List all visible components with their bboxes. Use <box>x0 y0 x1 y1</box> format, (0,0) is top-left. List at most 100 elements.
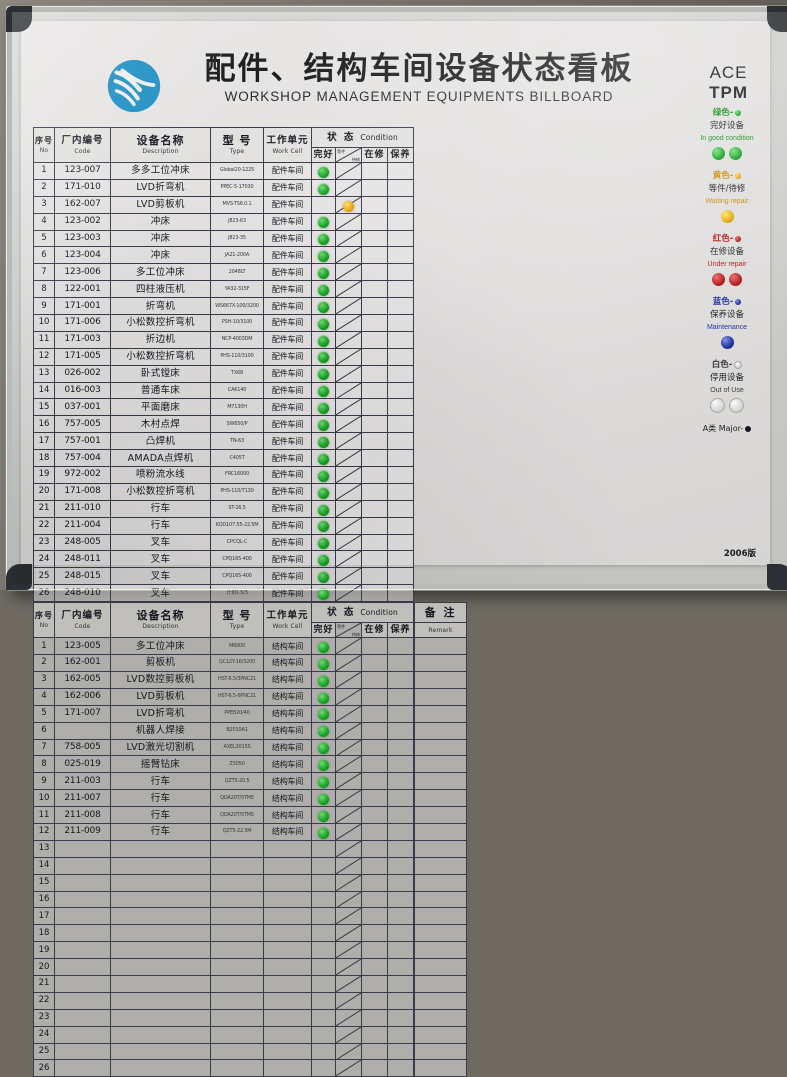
cell-code[interactable] <box>55 1060 111 1077</box>
cell-code[interactable]: 122-001 <box>55 281 111 298</box>
cell-maint[interactable] <box>388 179 414 196</box>
cell-workcell[interactable]: 结构车间 <box>264 722 312 739</box>
cell-repair[interactable] <box>362 483 388 500</box>
cell-wait[interactable] <box>336 705 362 722</box>
cell-repair[interactable] <box>362 281 388 298</box>
cell-description[interactable] <box>111 857 211 874</box>
cell-workcell[interactable]: 结构车间 <box>264 790 312 807</box>
cell-type[interactable]: PPEC-5-17030 <box>211 179 264 196</box>
cell-maint[interactable] <box>388 807 414 824</box>
cell-wait[interactable] <box>336 739 362 756</box>
cell-maint[interactable] <box>388 688 414 705</box>
cell-wait[interactable] <box>336 942 362 959</box>
cell-wait[interactable] <box>336 568 362 585</box>
cell-description[interactable]: 行车 <box>111 790 211 807</box>
table-row[interactable]: 18 <box>34 925 414 942</box>
cell-remark[interactable] <box>415 975 467 992</box>
cell-code[interactable] <box>55 1043 111 1060</box>
cell-remark[interactable] <box>415 807 467 824</box>
cell-workcell[interactable]: 配件车间 <box>264 264 312 281</box>
cell-description[interactable] <box>111 942 211 959</box>
cell-repair[interactable] <box>362 688 388 705</box>
cell-ok[interactable] <box>312 655 336 672</box>
cell-remark[interactable] <box>415 925 467 942</box>
remark-row[interactable] <box>415 874 467 891</box>
cell-type[interactable]: YA32-315F <box>211 281 264 298</box>
cell-code[interactable]: 123-007 <box>55 163 111 180</box>
cell-repair[interactable] <box>362 975 388 992</box>
cell-type[interactable]: TX68 <box>211 365 264 382</box>
cell-maint[interactable] <box>388 585 414 602</box>
cell-maint[interactable] <box>388 992 414 1009</box>
cell-ok[interactable] <box>312 247 336 264</box>
cell-type[interactable] <box>211 874 264 891</box>
cell-ok[interactable] <box>312 433 336 450</box>
remark-row[interactable] <box>415 840 467 857</box>
cell-type[interactable] <box>211 857 264 874</box>
cell-maint[interactable] <box>388 467 414 484</box>
cell-code[interactable]: 123-002 <box>55 213 111 230</box>
remark-row[interactable] <box>415 992 467 1009</box>
cell-type[interactable]: Z3050 <box>211 756 264 773</box>
cell-type[interactable] <box>211 1026 264 1043</box>
cell-wait[interactable] <box>336 773 362 790</box>
cell-ok[interactable] <box>312 298 336 315</box>
cell-type[interactable]: MVS-TS6.0.1 <box>211 196 264 213</box>
cell-wait[interactable] <box>336 534 362 551</box>
cell-code[interactable] <box>55 992 111 1009</box>
cell-workcell[interactable]: 结构车间 <box>264 773 312 790</box>
cell-workcell[interactable]: 结构车间 <box>264 756 312 773</box>
cell-description[interactable]: 冲床 <box>111 213 211 230</box>
cell-code[interactable]: 162-001 <box>55 655 111 672</box>
cell-description[interactable] <box>111 959 211 976</box>
cell-description[interactable]: LVD折弯机 <box>111 179 211 196</box>
cell-type[interactable]: PPEB20/40 <box>211 705 264 722</box>
cell-workcell[interactable] <box>264 1009 312 1026</box>
cell-description[interactable]: 凸焊机 <box>111 433 211 450</box>
cell-ok[interactable] <box>312 585 336 602</box>
cell-remark[interactable] <box>415 722 467 739</box>
remark-row[interactable] <box>415 857 467 874</box>
cell-ok[interactable] <box>312 671 336 688</box>
cell-ok[interactable] <box>312 196 336 213</box>
cell-workcell[interactable]: 配件车间 <box>264 331 312 348</box>
cell-type[interactable] <box>211 959 264 976</box>
cell-code[interactable] <box>55 975 111 992</box>
cell-code[interactable]: 123-005 <box>55 638 111 655</box>
cell-workcell[interactable]: 配件车间 <box>264 281 312 298</box>
cell-wait[interactable] <box>336 517 362 534</box>
cell-repair[interactable] <box>362 739 388 756</box>
cell-code[interactable] <box>55 840 111 857</box>
cell-repair[interactable] <box>362 517 388 534</box>
cell-ok[interactable] <box>312 925 336 942</box>
remark-row[interactable] <box>415 1009 467 1026</box>
cell-type[interactable]: HST-6.5/3PNC21 <box>211 671 264 688</box>
cell-type[interactable]: CA6140 <box>211 382 264 399</box>
cell-repair[interactable] <box>362 908 388 925</box>
cell-workcell[interactable] <box>264 908 312 925</box>
cell-repair[interactable] <box>362 416 388 433</box>
cell-repair[interactable] <box>362 942 388 959</box>
cell-code[interactable]: 171-003 <box>55 331 111 348</box>
cell-workcell[interactable]: 结构车间 <box>264 671 312 688</box>
cell-maint[interactable] <box>388 891 414 908</box>
cell-maint[interactable] <box>388 705 414 722</box>
cell-remark[interactable] <box>415 756 467 773</box>
cell-description[interactable]: 卧式镗床 <box>111 365 211 382</box>
cell-maint[interactable] <box>388 551 414 568</box>
cell-type[interactable]: J823-35 <box>211 230 264 247</box>
cell-repair[interactable] <box>362 857 388 874</box>
cell-maint[interactable] <box>388 247 414 264</box>
cell-description[interactable]: 平面磨床 <box>111 399 211 416</box>
cell-remark[interactable] <box>415 874 467 891</box>
